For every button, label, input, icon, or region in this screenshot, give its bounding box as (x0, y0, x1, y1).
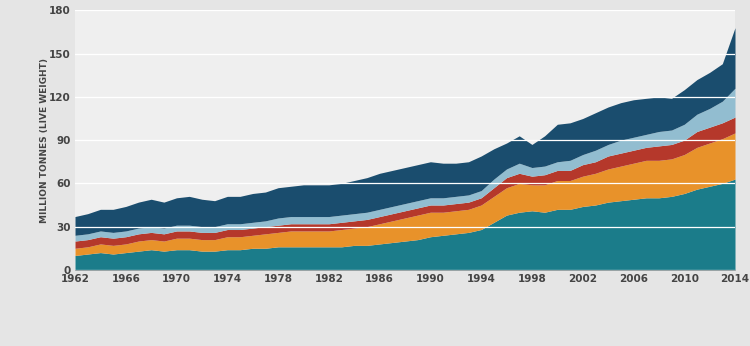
Y-axis label: MILLION TONNES (LIVE WEIGHT): MILLION TONNES (LIVE WEIGHT) (40, 58, 50, 222)
